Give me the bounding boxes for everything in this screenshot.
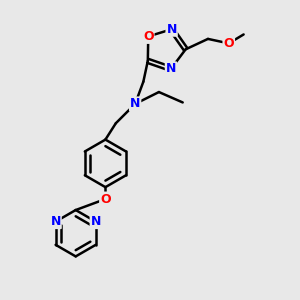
Text: N: N bbox=[130, 98, 140, 110]
Text: N: N bbox=[91, 215, 101, 228]
Text: N: N bbox=[50, 215, 61, 228]
Text: O: O bbox=[100, 193, 111, 206]
Text: N: N bbox=[166, 62, 176, 75]
Text: O: O bbox=[143, 30, 154, 43]
Text: N: N bbox=[167, 23, 177, 36]
Text: O: O bbox=[224, 37, 234, 50]
